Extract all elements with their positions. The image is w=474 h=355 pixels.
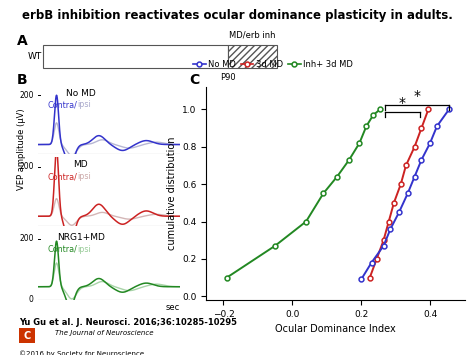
Text: ipsi: ipsi: [78, 172, 91, 181]
3d MD: [419, 126, 424, 130]
No MD: [358, 277, 364, 282]
Text: 200: 200: [19, 91, 34, 100]
Text: VEP amplitude (μV): VEP amplitude (μV): [17, 108, 26, 190]
Text: 200: 200: [19, 162, 34, 171]
Text: MD/erb inh: MD/erb inh: [229, 31, 275, 40]
No MD: [412, 175, 418, 179]
No MD: [388, 227, 393, 231]
Text: ipsi: ipsi: [78, 100, 91, 109]
No MD: [369, 261, 374, 265]
Inh+ 3d MD: [370, 113, 376, 117]
Text: Contra/: Contra/: [48, 172, 78, 181]
Text: ipsi: ipsi: [78, 245, 91, 253]
Inh+ 3d MD: [346, 158, 352, 162]
Text: *: *: [399, 96, 406, 110]
Text: *: *: [414, 89, 420, 103]
Text: erbB inhibition reactivates ocular dominance plasticity in adults.: erbB inhibition reactivates ocular domin…: [21, 9, 453, 22]
No MD: [427, 141, 433, 145]
Text: P90: P90: [220, 73, 236, 82]
No MD: [434, 124, 440, 129]
Text: C: C: [190, 73, 200, 87]
Text: C: C: [23, 331, 30, 341]
Text: ©2016 by Society for Neuroscience: ©2016 by Society for Neuroscience: [19, 351, 144, 355]
3d MD: [381, 238, 386, 242]
No MD: [419, 158, 424, 162]
Text: 200: 200: [19, 234, 34, 243]
Text: MD: MD: [73, 160, 88, 169]
Text: WT: WT: [28, 52, 42, 61]
Inh+ 3d MD: [356, 141, 362, 145]
Bar: [43, 45, 228, 68]
Bar: [228, 45, 277, 68]
Inh+ 3d MD: [272, 244, 278, 248]
Inh+ 3d MD: [364, 124, 369, 129]
X-axis label: Ocular Dominance Index: Ocular Dominance Index: [275, 324, 396, 334]
Text: Yu Gu et al. J. Neurosci. 2016;36:10285-10295: Yu Gu et al. J. Neurosci. 2016;36:10285-…: [19, 318, 237, 327]
3d MD: [412, 144, 418, 149]
Inh+ 3d MD: [334, 175, 340, 179]
Text: 0: 0: [29, 295, 34, 305]
3d MD: [426, 107, 431, 111]
No MD: [396, 210, 402, 214]
Text: sec: sec: [166, 303, 180, 312]
No MD: [446, 107, 452, 111]
Line: 3d MD: 3d MD: [367, 107, 431, 280]
Inh+ 3d MD: [303, 219, 309, 224]
Text: A: A: [17, 34, 27, 48]
Legend: No MD, 3d MD, Inh+ 3d MD: No MD, 3d MD, Inh+ 3d MD: [190, 57, 356, 73]
Inh+ 3d MD: [377, 107, 383, 111]
No MD: [405, 191, 410, 196]
Inh+ 3d MD: [320, 191, 326, 196]
3d MD: [398, 182, 404, 186]
Text: The Journal of Neuroscience: The Journal of Neuroscience: [55, 330, 153, 336]
Text: B: B: [17, 73, 27, 87]
3d MD: [374, 257, 380, 261]
3d MD: [386, 219, 392, 224]
Line: No MD: No MD: [359, 107, 451, 282]
3d MD: [403, 163, 409, 168]
Bar: [19, 328, 35, 343]
Text: NRG1+MD: NRG1+MD: [56, 233, 105, 241]
Text: Contra/: Contra/: [48, 100, 78, 109]
No MD: [381, 244, 386, 248]
Text: No MD: No MD: [66, 89, 95, 98]
Line: Inh+ 3d MD: Inh+ 3d MD: [224, 107, 383, 280]
Text: Contra/: Contra/: [48, 245, 78, 253]
Inh+ 3d MD: [224, 275, 230, 280]
3d MD: [391, 201, 397, 205]
3d MD: [367, 275, 373, 280]
Y-axis label: cumulative distribution: cumulative distribution: [166, 137, 176, 250]
